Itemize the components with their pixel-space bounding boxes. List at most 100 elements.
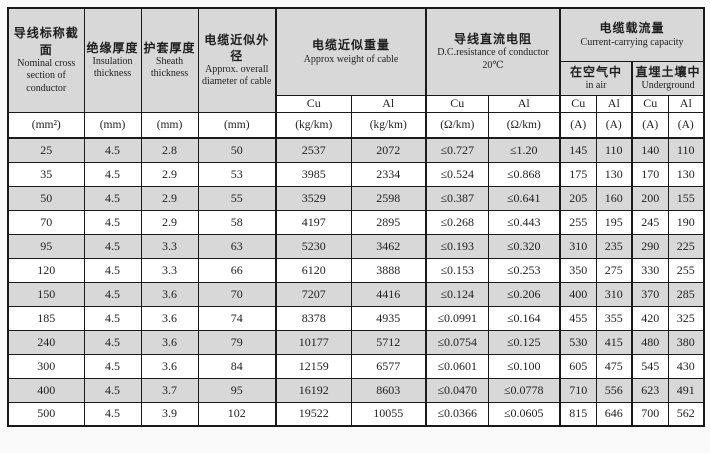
table-cell: 66: [197, 257, 277, 283]
table-cell: ≤0.641: [487, 185, 561, 211]
table-cell: 95: [197, 377, 277, 403]
table-cell: ≤0.524: [425, 161, 489, 187]
table-cell: ≤0.153: [425, 257, 489, 283]
header-zh: 护套厚度: [143, 40, 196, 55]
table-cell: 195: [595, 209, 633, 235]
table-cell: 19522: [275, 401, 352, 427]
table-cell: 12159: [275, 353, 352, 379]
table-cell: ≤0.0605: [487, 401, 561, 427]
table-cell: 275: [595, 257, 633, 283]
table-cell: 605: [559, 353, 597, 379]
header-zh: 绝缘厚度: [86, 40, 139, 55]
table-cell: ≤0.206: [487, 281, 561, 307]
table-cell: 4.5: [83, 161, 142, 187]
table-cell: 160: [595, 185, 633, 211]
table-cell: 325: [667, 305, 705, 331]
header-zh: 电缆近似重量: [312, 38, 391, 53]
table-cell: 2072: [350, 137, 427, 163]
header-en: in air: [585, 79, 607, 91]
header-en: Approx. overall diameter of cable: [202, 63, 272, 88]
table-cell: ≤0.443: [487, 209, 561, 235]
header-en: Sheath thickness: [150, 55, 189, 80]
unit-cell: (kg/km): [350, 111, 427, 139]
table-cell: 400: [7, 377, 85, 403]
table-cell: 300: [7, 353, 85, 379]
table-cell: 35: [7, 161, 85, 187]
table-cell: 225: [667, 233, 705, 259]
header-zh: 导线直流电阻: [454, 32, 533, 47]
table-cell: 4935: [350, 305, 427, 331]
table-cell: 646: [595, 401, 633, 427]
table-cell: ≤0.0601: [425, 353, 489, 379]
table-cell: 8378: [275, 305, 352, 331]
table-cell: 285: [667, 281, 705, 307]
col-group-current-carrying-capacity: 电缆载流量 Current-carrying capacity: [559, 7, 705, 62]
table-row: 500 4.5 3.9 102 19522 10055 ≤0.0366 ≤0.0605 815 6…: [7, 401, 705, 427]
scanned-page: 导线标称截面 Nominal cross section of conducto…: [7, 7, 706, 427]
table-cell: 120: [7, 257, 85, 283]
table-cell: 4.5: [83, 185, 142, 211]
table-cell: 205: [559, 185, 597, 211]
table-cell: 3888: [350, 257, 427, 283]
table-cell: 245: [631, 209, 669, 235]
table-cell: 110: [595, 137, 633, 163]
col-subgroup-in-air: 在空气中 in air: [559, 60, 633, 96]
table-cell: 3462: [350, 233, 427, 259]
table-cell: 79: [197, 329, 277, 355]
table-cell: 130: [667, 161, 705, 187]
table-cell: 5230: [275, 233, 352, 259]
col-header-weight-cu: Cu: [275, 94, 352, 113]
table-cell: 70: [197, 281, 277, 307]
table-cell: 6577: [350, 353, 427, 379]
unit-cell: (A): [667, 111, 705, 139]
unit-cell: (Ω/km): [487, 111, 561, 139]
table-cell: 2334: [350, 161, 427, 187]
table-cell: 58: [197, 209, 277, 235]
table-cell: 7207: [275, 281, 352, 307]
table-cell: 480: [631, 329, 669, 355]
unit-cell: (A): [559, 111, 597, 139]
table-cell: 2895: [350, 209, 427, 235]
unit-cell: (mm): [197, 111, 277, 139]
table-cell: 3.6: [140, 353, 199, 379]
table-cell: 70: [7, 209, 85, 235]
col-subgroup-underground: 直埋土壤中 Underground: [631, 60, 705, 96]
table-cell: 710: [559, 377, 597, 403]
table-row: 185 4.5 3.6 74 8378 4935 ≤0.0991 ≤0.164 455 355 42…: [7, 305, 705, 331]
table-cell: ≤0.0754: [425, 329, 489, 355]
table-cell: ≤0.868: [487, 161, 561, 187]
table-cell: 430: [667, 353, 705, 379]
unit-cell: (mm): [83, 111, 142, 139]
table-cell: 2.9: [140, 161, 199, 187]
table-row: 50 4.5 2.9 55 3529 2598 ≤0.387 ≤0.641 205 160 200 1…: [7, 185, 705, 211]
table-cell: 3.3: [140, 233, 199, 259]
table-cell: 8603: [350, 377, 427, 403]
table-cell: 330: [631, 257, 669, 283]
table-cell: 130: [595, 161, 633, 187]
col-header-resistance-al: Al: [487, 94, 561, 113]
header-zh: 直埋土壤中: [635, 64, 701, 79]
table-cell: 4416: [350, 281, 427, 307]
table-cell: 185: [7, 305, 85, 331]
table-cell: 6120: [275, 257, 352, 283]
table-cell: 10055: [350, 401, 427, 427]
table-cell: ≤0.0470: [425, 377, 489, 403]
table-cell: ≤0.387: [425, 185, 489, 211]
table-cell: 623: [631, 377, 669, 403]
table-cell: ≤0.320: [487, 233, 561, 259]
col-header-nominal-cross-section: 导线标称截面 Nominal cross section of conducto…: [7, 7, 85, 113]
table-cell: ≤0.100: [487, 353, 561, 379]
table-row: 400 4.5 3.7 95 16192 8603 ≤0.0470 ≤0.0778 710 556…: [7, 377, 705, 403]
table-cell: 455: [559, 305, 597, 331]
table-cell: 3.9: [140, 401, 199, 427]
table-cell: 240: [7, 329, 85, 355]
table-cell: 3985: [275, 161, 352, 187]
table-cell: 2598: [350, 185, 427, 211]
table-cell: 255: [667, 257, 705, 283]
table-cell: 140: [631, 137, 669, 163]
header-en: Insulation thickness: [92, 55, 133, 80]
table-cell: 4.5: [83, 281, 142, 307]
table-cell: ≤0.0991: [425, 305, 489, 331]
header-en: Nominal cross section of conductor: [17, 57, 76, 94]
header-en: D.C.resistance of conductor: [437, 47, 549, 59]
